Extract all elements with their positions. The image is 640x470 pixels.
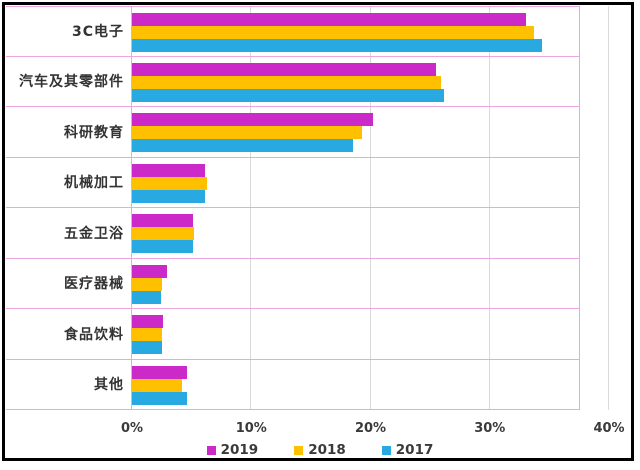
bar-2018 bbox=[132, 227, 194, 240]
category-label: 3C电子 bbox=[71, 24, 124, 41]
category-row: 医疗器械 bbox=[6, 259, 579, 309]
plot-right-border bbox=[579, 6, 580, 410]
bar-2018 bbox=[132, 378, 183, 392]
category-label: 五金卫浴 bbox=[64, 225, 124, 242]
legend-item-2017: 2017 bbox=[381, 442, 434, 458]
category-label: 食品饮料 bbox=[64, 326, 124, 343]
bar-2019 bbox=[132, 264, 167, 278]
x-tick-label: 0% bbox=[120, 421, 144, 436]
bar-2017 bbox=[132, 290, 161, 304]
legend: 2019 2018 2017 bbox=[0, 442, 640, 458]
bar-2019 bbox=[132, 13, 526, 26]
category-row: 机械加工 bbox=[6, 158, 579, 208]
legend-swatch bbox=[294, 445, 304, 455]
legend-item-2018: 2018 bbox=[294, 442, 346, 458]
bar-2019 bbox=[132, 113, 373, 126]
category-label: 机械加工 bbox=[64, 175, 124, 192]
legend-label: 2018 bbox=[308, 442, 346, 458]
x-tick-label: 10% bbox=[235, 421, 267, 436]
bar-2018 bbox=[132, 26, 534, 39]
vertical-gridline bbox=[608, 6, 609, 410]
x-tick-label: 40% bbox=[593, 421, 625, 436]
bar-2017 bbox=[132, 88, 445, 102]
bar-2017 bbox=[132, 189, 205, 203]
bar-2017 bbox=[132, 341, 162, 354]
category-label: 汽车及其零部件 bbox=[19, 74, 124, 91]
legend-item-2019: 2019 bbox=[206, 442, 259, 458]
bar-2018 bbox=[132, 176, 208, 190]
category-row: 食品饮料 bbox=[6, 309, 579, 360]
bar-2018 bbox=[132, 277, 162, 291]
bar-2019 bbox=[132, 62, 437, 76]
category-row: 五金卫浴 bbox=[6, 208, 579, 259]
vertical-gridline bbox=[250, 6, 252, 410]
legend-swatch bbox=[381, 445, 391, 455]
category-label: 医疗器械 bbox=[64, 276, 124, 293]
bar-2017 bbox=[132, 240, 193, 253]
bar-2018 bbox=[132, 75, 441, 89]
zero-axis-line bbox=[131, 6, 132, 410]
bar-2018 bbox=[132, 328, 162, 341]
x-tick-label: 30% bbox=[474, 421, 506, 436]
vertical-gridline bbox=[488, 6, 490, 410]
category-row: 科研教育 bbox=[6, 107, 579, 158]
category-row: 汽车及其零部件 bbox=[6, 57, 579, 107]
vertical-gridline bbox=[369, 6, 371, 410]
category-row: 其他 bbox=[6, 360, 579, 410]
category-label: 科研教育 bbox=[64, 124, 124, 141]
bar-2018 bbox=[132, 126, 363, 139]
bar-2017 bbox=[132, 391, 187, 405]
category-row: 3C电子 bbox=[6, 6, 579, 57]
legend-swatch bbox=[206, 445, 216, 455]
category-label: 其他 bbox=[94, 377, 124, 394]
legend-label: 2017 bbox=[395, 442, 434, 458]
bar-2017 bbox=[132, 39, 543, 52]
bar-2019 bbox=[132, 315, 163, 328]
bar-2017 bbox=[132, 139, 353, 152]
bar-2019 bbox=[132, 365, 187, 379]
legend-label: 2019 bbox=[220, 442, 259, 458]
bar-2019 bbox=[132, 214, 193, 227]
x-tick-label: 20% bbox=[354, 421, 387, 436]
bar-2019 bbox=[132, 163, 205, 177]
